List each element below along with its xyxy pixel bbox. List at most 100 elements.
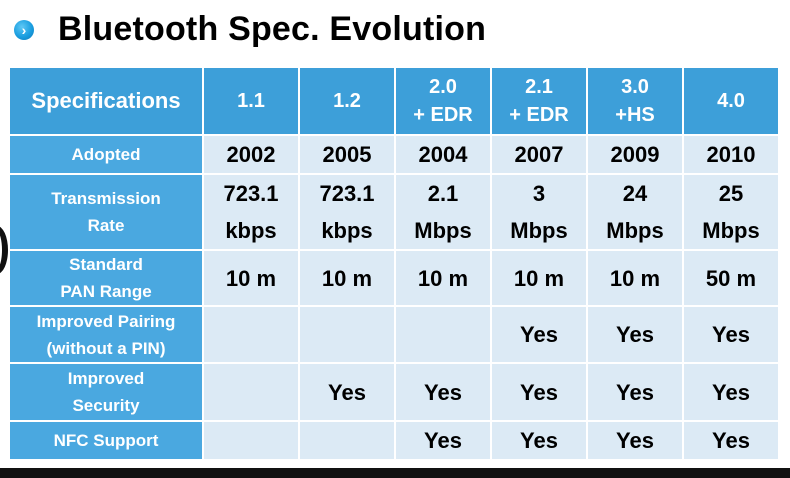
bottom-bar bbox=[0, 468, 790, 478]
cell-line: Yes bbox=[616, 322, 654, 347]
cell-line: 723.1 bbox=[319, 181, 375, 206]
row-label: Improved Pairing (without a PIN) bbox=[10, 307, 202, 362]
table-cell: 723.1 kbps bbox=[300, 175, 394, 249]
row-label-line: NFC Support bbox=[53, 431, 159, 450]
table-cell bbox=[300, 422, 394, 459]
table-cell: 723.1 kbps bbox=[204, 175, 298, 249]
cell-line: 50 m bbox=[705, 265, 757, 291]
table-row: Improved Pairing (without a PIN) Yes Yes … bbox=[10, 307, 778, 362]
cell-line: 24 bbox=[622, 181, 648, 206]
table-cell: Yes bbox=[396, 422, 490, 459]
table-row: Standard PAN Range 10 m 10 m 10 m 10 m 10… bbox=[10, 251, 778, 305]
column-header: 2.0 + EDR bbox=[396, 68, 490, 134]
cell-line: 723.1 bbox=[223, 181, 279, 206]
cell-line: Yes bbox=[424, 428, 462, 453]
cell-line: Yes bbox=[520, 379, 558, 405]
header-line: 1.2 bbox=[333, 90, 361, 112]
table-cell: Yes bbox=[684, 307, 778, 362]
table-cell: 10 m bbox=[396, 251, 490, 305]
table-cell bbox=[300, 307, 394, 362]
cell-line: Yes bbox=[712, 379, 750, 405]
table-cell: Yes bbox=[492, 307, 586, 362]
cell-line: Yes bbox=[520, 428, 558, 453]
cell-line: Yes bbox=[616, 428, 654, 453]
row-label: NFC Support bbox=[10, 422, 202, 459]
row-label-line: Adopted bbox=[71, 145, 141, 164]
row-label: Adopted bbox=[10, 136, 202, 173]
row-label-line: Improved bbox=[67, 369, 145, 388]
table-cell: Yes bbox=[396, 364, 490, 420]
table-row: Improved Security Yes Yes Yes Yes Yes bbox=[10, 364, 778, 420]
table-cell: Yes bbox=[300, 364, 394, 420]
row-label: Improved Security bbox=[10, 364, 202, 420]
table-cell: 10 m bbox=[588, 251, 682, 305]
column-header: 1.2 bbox=[300, 68, 394, 134]
cell-line: 2009 bbox=[610, 142, 660, 167]
cell-line: 10 m bbox=[513, 265, 565, 291]
cell-line: Mbps bbox=[510, 218, 568, 243]
cell-line: kbps bbox=[321, 218, 373, 243]
table-cell: 3 Mbps bbox=[492, 175, 586, 249]
header-line: + EDR bbox=[413, 104, 473, 126]
row-label-line: Standard bbox=[69, 255, 143, 274]
table-row: Adopted 2002 2005 2004 2007 2009 2010 bbox=[10, 136, 778, 173]
cell-line: 2007 bbox=[514, 142, 564, 167]
table-row: Transmission Rate 723.1 kbps 723.1 kbps 2.1… bbox=[10, 175, 778, 249]
cell-line: 10 m bbox=[417, 265, 469, 291]
cell-line: Yes bbox=[712, 322, 750, 347]
row-label-line: Rate bbox=[87, 216, 125, 235]
row-label: Transmission Rate bbox=[10, 175, 202, 249]
header-row: Specifications 1.1 1.2 2.0 + EDR 2.1 + EDR… bbox=[10, 68, 778, 134]
spec-table: Specifications 1.1 1.2 2.0 + EDR 2.1 + EDR… bbox=[8, 66, 780, 461]
table-cell: 10 m bbox=[204, 251, 298, 305]
header-line: 1.1 bbox=[237, 90, 265, 112]
cell-line: 25 bbox=[718, 181, 744, 206]
table-cell: Yes bbox=[684, 422, 778, 459]
row-label: Standard PAN Range bbox=[10, 251, 202, 305]
table-cell: 24 Mbps bbox=[588, 175, 682, 249]
table-cell: Yes bbox=[492, 422, 586, 459]
header-line: 4.0 bbox=[717, 90, 745, 112]
table-cell: Yes bbox=[492, 364, 586, 420]
table-cell: 25 Mbps bbox=[684, 175, 778, 249]
row-label-line: (without a PIN) bbox=[46, 338, 166, 358]
cell-line: 3 bbox=[532, 181, 546, 206]
chevron-right-icon: › bbox=[14, 20, 34, 40]
table-cell: 10 m bbox=[492, 251, 586, 305]
table-cell: 2.1 Mbps bbox=[396, 175, 490, 249]
column-header: 1.1 bbox=[204, 68, 298, 134]
table-cell: Yes bbox=[588, 307, 682, 362]
row-label-line: PAN Range bbox=[60, 282, 152, 301]
cell-line: Mbps bbox=[702, 218, 760, 243]
table-row: NFC Support Yes Yes Yes Yes bbox=[10, 422, 778, 459]
cell-line: 2004 bbox=[418, 142, 468, 167]
table-cell: 10 m bbox=[300, 251, 394, 305]
cell-line: Mbps bbox=[414, 218, 472, 243]
table-cell bbox=[396, 307, 490, 362]
cell-line: 2005 bbox=[322, 142, 372, 167]
table-cell: 2002 bbox=[204, 136, 298, 173]
table-cell: 2005 bbox=[300, 136, 394, 173]
corner-header: Specifications bbox=[10, 68, 202, 134]
cell-line: Yes bbox=[424, 379, 462, 405]
table-cell: 2004 bbox=[396, 136, 490, 173]
header-line: 2.1 bbox=[525, 76, 553, 98]
cell-line: Yes bbox=[712, 428, 750, 453]
cell-line: kbps bbox=[225, 218, 277, 243]
cell-line: 2010 bbox=[706, 142, 756, 167]
cell-line: 10 m bbox=[609, 265, 661, 291]
cell-line: Yes bbox=[520, 322, 558, 347]
table-cell: 2009 bbox=[588, 136, 682, 173]
cell-line: 2.1 bbox=[427, 181, 459, 206]
header-line: +HS bbox=[615, 104, 655, 126]
cell-line: 10 m bbox=[321, 265, 373, 291]
table-cell: 50 m bbox=[684, 251, 778, 305]
cell-line: 10 m bbox=[225, 265, 277, 291]
column-header: 2.1 + EDR bbox=[492, 68, 586, 134]
table-cell: Yes bbox=[588, 422, 682, 459]
cell-line: Yes bbox=[616, 379, 654, 405]
column-header: 3.0 +HS bbox=[588, 68, 682, 134]
table-cell bbox=[204, 422, 298, 459]
table-cell: Yes bbox=[684, 364, 778, 420]
